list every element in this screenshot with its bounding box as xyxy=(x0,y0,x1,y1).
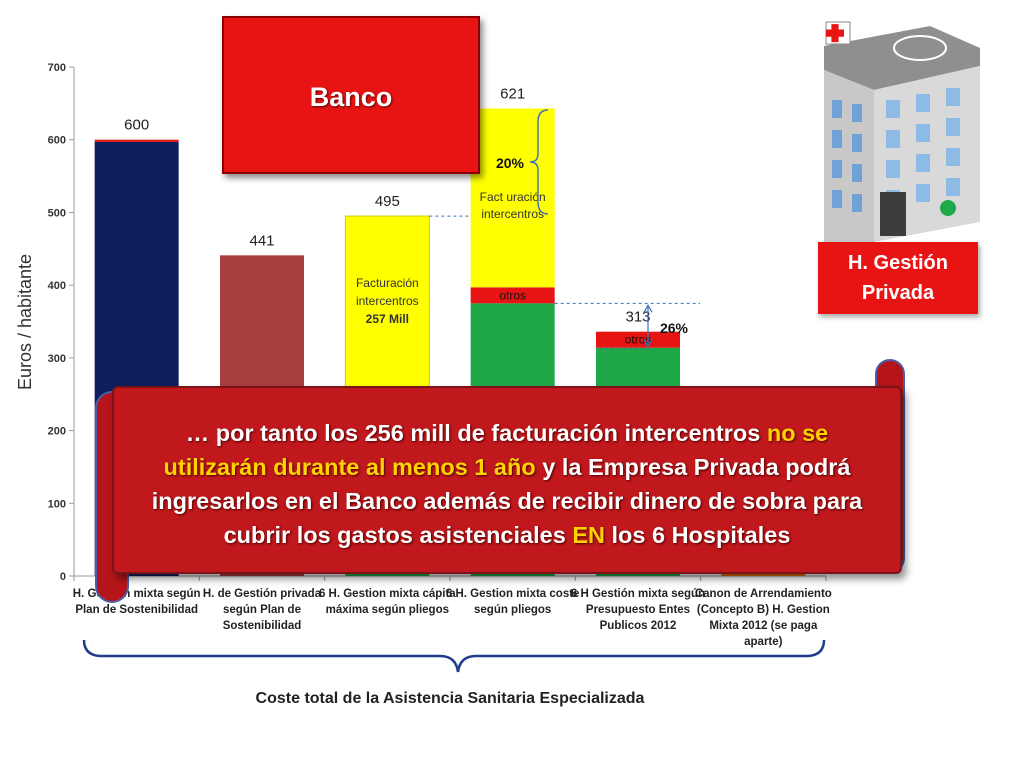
bar-segment xyxy=(470,108,555,288)
hospital-window xyxy=(946,118,960,136)
helipad-circle xyxy=(893,35,947,61)
bank-label: Banco xyxy=(309,82,393,112)
x-category-line: Plan de Sostenibilidad xyxy=(75,604,198,616)
y-tick-label: 100 xyxy=(48,498,66,510)
chart-footer-label: Coste total de la Asistencia Sanitaria E… xyxy=(255,690,645,707)
hospital-window xyxy=(832,190,842,208)
hospital-window xyxy=(886,100,900,118)
brace-20 xyxy=(529,109,549,215)
x-category-label: 6 H. Gestion mixta coste según pliegos xyxy=(446,588,580,616)
hospital-window xyxy=(832,130,842,148)
hospital-window xyxy=(946,178,960,196)
y-tick-label: 400 xyxy=(48,280,66,292)
hospital-wall-front xyxy=(824,70,874,242)
bar-segment xyxy=(94,139,179,142)
x-category-line: Presupuesto Entes xyxy=(586,604,690,616)
hospital-window xyxy=(832,160,842,178)
bank-box: Banco xyxy=(222,16,480,174)
x-category-line: aparte) xyxy=(744,636,783,648)
x-category-line: 6 H. Gestion mixta coste xyxy=(446,588,580,600)
hospital-window xyxy=(886,130,900,148)
x-category-line: Canon de Arrendamiento xyxy=(695,588,832,600)
percent-20-label: 20% xyxy=(496,155,525,171)
bottom-bracket xyxy=(82,639,826,673)
otros-label: otros xyxy=(625,333,652,347)
hospital-window xyxy=(832,100,842,118)
x-category-line: H. de Gestión privada xyxy=(203,588,322,600)
y-tick-label: 600 xyxy=(48,135,66,147)
hospital-window xyxy=(916,154,930,172)
y-tick-label: 200 xyxy=(48,426,66,438)
bar-segment xyxy=(470,287,555,304)
x-category-line: según Plan de xyxy=(223,604,301,616)
x-category-line: 6 H. Gestion mixta cápita xyxy=(319,588,456,600)
hospital-window xyxy=(946,88,960,106)
red-cross-icon xyxy=(826,24,845,43)
hospital-building-icon xyxy=(824,21,980,242)
hospital-window xyxy=(852,104,862,122)
facturacion-label: 257 Mill xyxy=(366,312,409,326)
conclusion-text: … por tanto los 256 mill de facturación … xyxy=(134,416,880,552)
y-tick-label: 500 xyxy=(48,207,66,219)
bar-value-label: 600 xyxy=(124,117,149,134)
bar-value-label: 495 xyxy=(375,193,400,210)
y-axis-label: Euros / habitante xyxy=(15,254,35,390)
private-hospital-line1: H. Gestión xyxy=(847,252,948,274)
x-category-label: 6 H. Gestion mixta cápita máxima según pl… xyxy=(319,588,456,616)
hospital-window xyxy=(852,164,862,182)
bar-value-label: 313 xyxy=(625,309,650,326)
private-hospital-label: H. Gestión Privada xyxy=(818,242,978,314)
x-category-label: 6 H Gestión mixta según Presupuesto Entes… xyxy=(571,588,705,632)
hospital-window xyxy=(916,184,930,202)
x-category-line: (Concepto B) H. Gestion xyxy=(697,604,830,616)
x-category-line: Mixta 2012 (se paga xyxy=(709,620,818,632)
conclusion-scroll: … por tanto los 256 mill de facturación … xyxy=(112,386,902,574)
conclusion-part4: los 6 Hospitales xyxy=(604,522,791,548)
hospital-shrub xyxy=(940,200,956,216)
hospital-window xyxy=(886,160,900,178)
conclusion-highlight1: no se xyxy=(766,420,829,446)
bar-segment xyxy=(596,331,680,348)
hospital-window xyxy=(916,94,930,112)
hospital-window xyxy=(852,134,862,152)
x-category-line: Sostenibilidad xyxy=(223,620,302,632)
y-tick-label: 300 xyxy=(48,353,66,365)
hospital-door xyxy=(880,192,906,236)
conclusion-part1: … por tanto los 256 mill de facturación … xyxy=(185,420,767,446)
facturacion-label: intercentros xyxy=(356,294,419,308)
arrow-26-head xyxy=(643,304,653,313)
x-category-line: según pliegos xyxy=(474,604,551,616)
conclusion-highlight2: utilizarán durante al menos 1 año xyxy=(163,454,536,480)
x-category-label: Canon de Arrendamiento (Concepto B) H. Ge… xyxy=(695,588,832,648)
arrow-26-head xyxy=(643,339,653,348)
conclusion-part3: y la Empresa Privada podrá ingresarlos e… xyxy=(151,454,863,548)
private-hospital-line2: Privada xyxy=(861,282,935,304)
percent-26-label: 26% xyxy=(660,320,689,336)
hospital-window xyxy=(916,124,930,142)
bar-value-label: 621 xyxy=(500,85,525,102)
x-category-line: H. Gestión mixta según xyxy=(73,588,201,600)
x-category-line: 6 H Gestión mixta según xyxy=(571,588,705,600)
otros-label: otros xyxy=(499,288,526,302)
x-category-line: Publicos 2012 xyxy=(600,620,677,632)
facturacion-label: intercentros xyxy=(481,207,544,221)
facturacion-label: Facturación xyxy=(356,276,419,290)
x-category-line: máxima según pliegos xyxy=(326,604,449,616)
hospital-window xyxy=(852,194,862,212)
x-category-label: H. Gestión mixta según Plan de Sostenibil… xyxy=(73,588,201,616)
y-tick-label: 0 xyxy=(60,571,66,583)
x-category-label: H. de Gestión privada según Plan de Sosten… xyxy=(203,588,322,632)
y-tick-label: 700 xyxy=(48,62,66,74)
facturacion-label: Fact uración xyxy=(480,190,546,204)
hospital-window xyxy=(946,148,960,166)
bar-value-label: 441 xyxy=(249,232,274,249)
conclusion-highlight3: EN xyxy=(572,522,605,548)
